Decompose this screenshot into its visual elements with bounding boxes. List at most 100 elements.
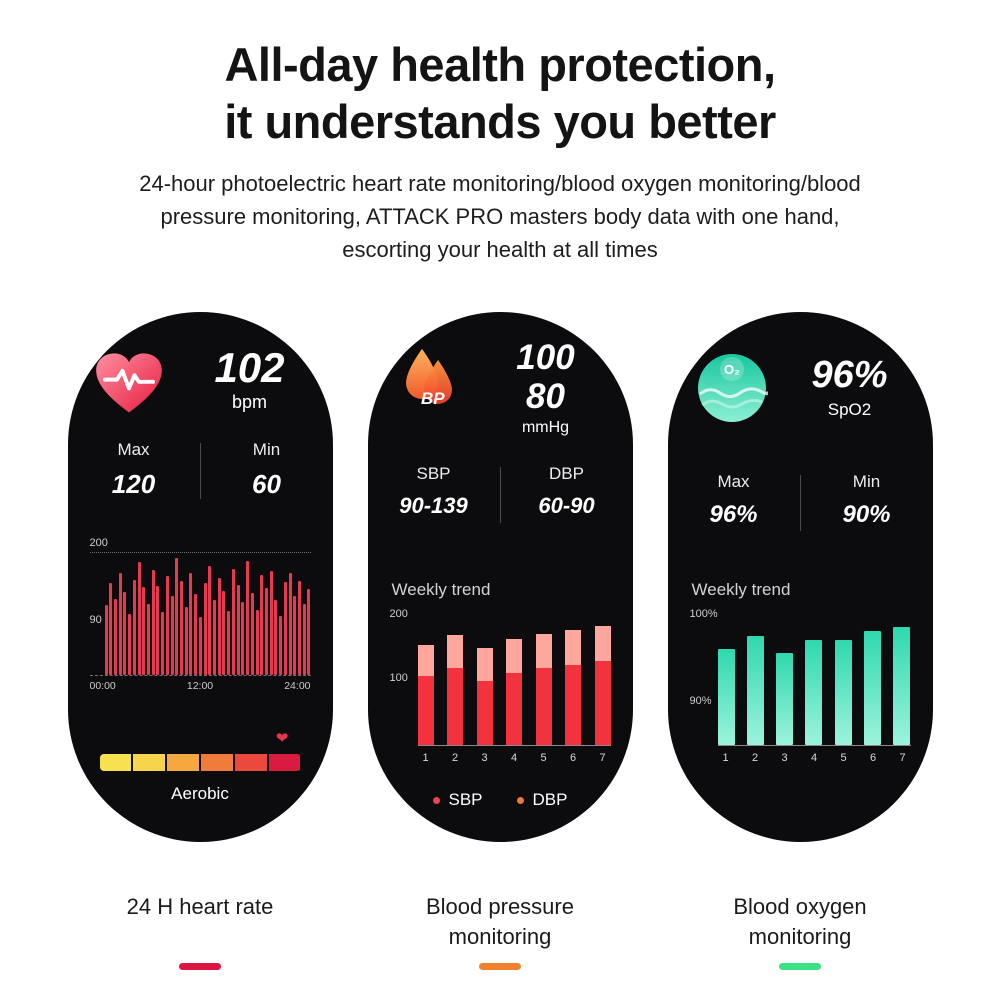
caption-text: Blood oxygen monitoring xyxy=(733,894,867,949)
bp-bar-dbp-segment xyxy=(476,680,493,745)
bp-bar-dbp-segment xyxy=(506,672,522,745)
heart-rate-bar xyxy=(241,602,245,675)
zone-segment xyxy=(268,754,301,771)
x-axis-label: 2 xyxy=(451,752,459,764)
y-axis-label: 100% xyxy=(689,608,718,620)
max-value: 120 xyxy=(111,469,156,499)
min-value: 90% xyxy=(842,501,891,528)
blood-oxygen-chart: 100% 90% xyxy=(689,608,911,746)
x-axis-label: 7 xyxy=(899,752,906,764)
x-axis-label: 12:00 xyxy=(186,680,214,692)
zone-segment xyxy=(99,754,132,771)
heart-rate-bar xyxy=(307,589,311,675)
heart-rate-bar xyxy=(132,579,136,675)
heart-rate-max-min: Max 120 Min 60 xyxy=(68,440,333,500)
x-axis-line xyxy=(417,610,611,746)
spo2-max-min: Max 96% Min 90% xyxy=(668,472,933,531)
heart-rate-bar xyxy=(189,572,193,675)
bp-bars xyxy=(417,614,611,745)
bp-x-labels: 1 2 3 4 5 6 7 xyxy=(418,752,611,764)
heart-rate-bar xyxy=(137,561,141,675)
caption-text: 24 H heart rate xyxy=(126,894,274,919)
caption-dash xyxy=(179,963,221,970)
vertical-divider xyxy=(199,443,201,499)
captions-row: 24 H heart rate Blood pressure monitorin… xyxy=(0,892,1000,970)
heart-rate-bar xyxy=(198,616,202,675)
min-value: 60 xyxy=(252,469,281,499)
heart-rate-bar xyxy=(274,600,278,675)
heart-rate-bar xyxy=(250,592,254,675)
heart-rate-chart: 200 90 xyxy=(89,537,311,676)
blood-oxygen-icon: O₂ xyxy=(697,354,768,422)
min-label: Min xyxy=(252,440,281,459)
min-column: Min 90% xyxy=(801,472,933,531)
x-axis-line xyxy=(717,610,911,746)
heart-rate-bar xyxy=(128,614,132,675)
spo2-unit: SpO2 xyxy=(827,399,872,419)
spo2-value: 96% xyxy=(811,354,888,396)
bp-bar xyxy=(417,645,434,745)
sbp-dbp-row: SBP 90-139 DBP 60-90 xyxy=(368,464,633,523)
sbp-range: 90-139 xyxy=(399,493,468,518)
subtitle: 24-hour photoelectric heart rate monitor… xyxy=(139,170,861,262)
ox-x-labels: 1 2 3 4 5 6 7 xyxy=(718,752,911,764)
caption-text: Blood pressure monitoring xyxy=(426,894,574,949)
bp-bar-dbp-segment xyxy=(535,667,552,745)
y-axis-label: 100 xyxy=(389,672,408,684)
x-axis-label: 7 xyxy=(599,752,606,764)
heart-rate-bar xyxy=(175,558,179,675)
heart-rate-x-labels: 00:00 12:00 24:00 xyxy=(90,680,311,692)
diastolic-value: 80 xyxy=(526,377,565,417)
caption-dash xyxy=(479,963,521,970)
heart-rate-zone-label: Aerobic xyxy=(171,784,229,803)
max-column: Max 120 xyxy=(68,440,200,500)
max-label: Max xyxy=(717,472,750,491)
weekly-trend-label: Weekly trend xyxy=(691,580,791,599)
watch-screens: 102 bpm Max 120 Min 60 200 90 00:00 12:00… xyxy=(0,312,1000,842)
wave-line-icon xyxy=(698,387,768,398)
dbp-label: DBP xyxy=(549,464,584,483)
blood-pressure-icon: BP xyxy=(405,349,452,408)
x-axis-label: 24:00 xyxy=(284,680,311,692)
spo2-bar xyxy=(864,631,882,745)
ecg-line-icon xyxy=(102,368,155,391)
caption-blood-pressure: Blood pressure monitoring xyxy=(368,892,633,970)
legend-dot-icon xyxy=(432,796,440,804)
heart-rate-bar xyxy=(109,582,113,675)
caption-heart-rate: 24 H heart rate xyxy=(68,892,333,970)
heart-rate-bar xyxy=(146,603,150,675)
blood-pressure-chart: 200 100 xyxy=(389,608,611,746)
spo2-bar xyxy=(834,640,852,745)
title-line-1: All-day health protection, xyxy=(224,38,776,91)
heart-rate-bar xyxy=(217,578,221,675)
x-axis-label: 2 xyxy=(751,752,759,764)
heart-rate-bar xyxy=(161,611,165,675)
zone-segment xyxy=(234,754,267,771)
bp-bar-dbp-segment xyxy=(447,667,463,745)
bp-icon-label: BP xyxy=(421,389,445,408)
vertical-divider xyxy=(799,475,801,531)
bp-legend: SBP DBP xyxy=(368,790,633,810)
heart-rate-bar xyxy=(180,581,183,675)
heart-rate-bar xyxy=(236,584,240,675)
systolic-value: 100 xyxy=(516,338,575,377)
heart-rate-bar xyxy=(279,615,283,675)
legend-item: DBP xyxy=(516,790,568,810)
title-line-2: it understands you better xyxy=(224,95,776,149)
heart-rate-bar xyxy=(184,607,188,675)
heart-rate-bar xyxy=(113,598,117,675)
zone-segment xyxy=(133,754,166,771)
heart-rate-bar xyxy=(288,573,292,675)
heart-rate-bar xyxy=(104,604,108,675)
bp-bar xyxy=(565,630,581,745)
heart-rate-value-block: 102 bpm xyxy=(180,345,320,413)
spo2-bar xyxy=(717,648,735,745)
heart-rate-bar xyxy=(293,595,297,675)
blood-oxygen-screen: O₂ 96% SpO2 Max 96% Min 90% Weekly trend… xyxy=(667,312,933,842)
bp-bar xyxy=(535,633,552,745)
legend-item: SBP xyxy=(432,790,483,810)
x-axis-label: 6 xyxy=(869,752,877,764)
heart-rate-bar xyxy=(297,581,301,675)
bp-bar xyxy=(476,648,493,745)
x-axis-label: 5 xyxy=(540,752,547,764)
